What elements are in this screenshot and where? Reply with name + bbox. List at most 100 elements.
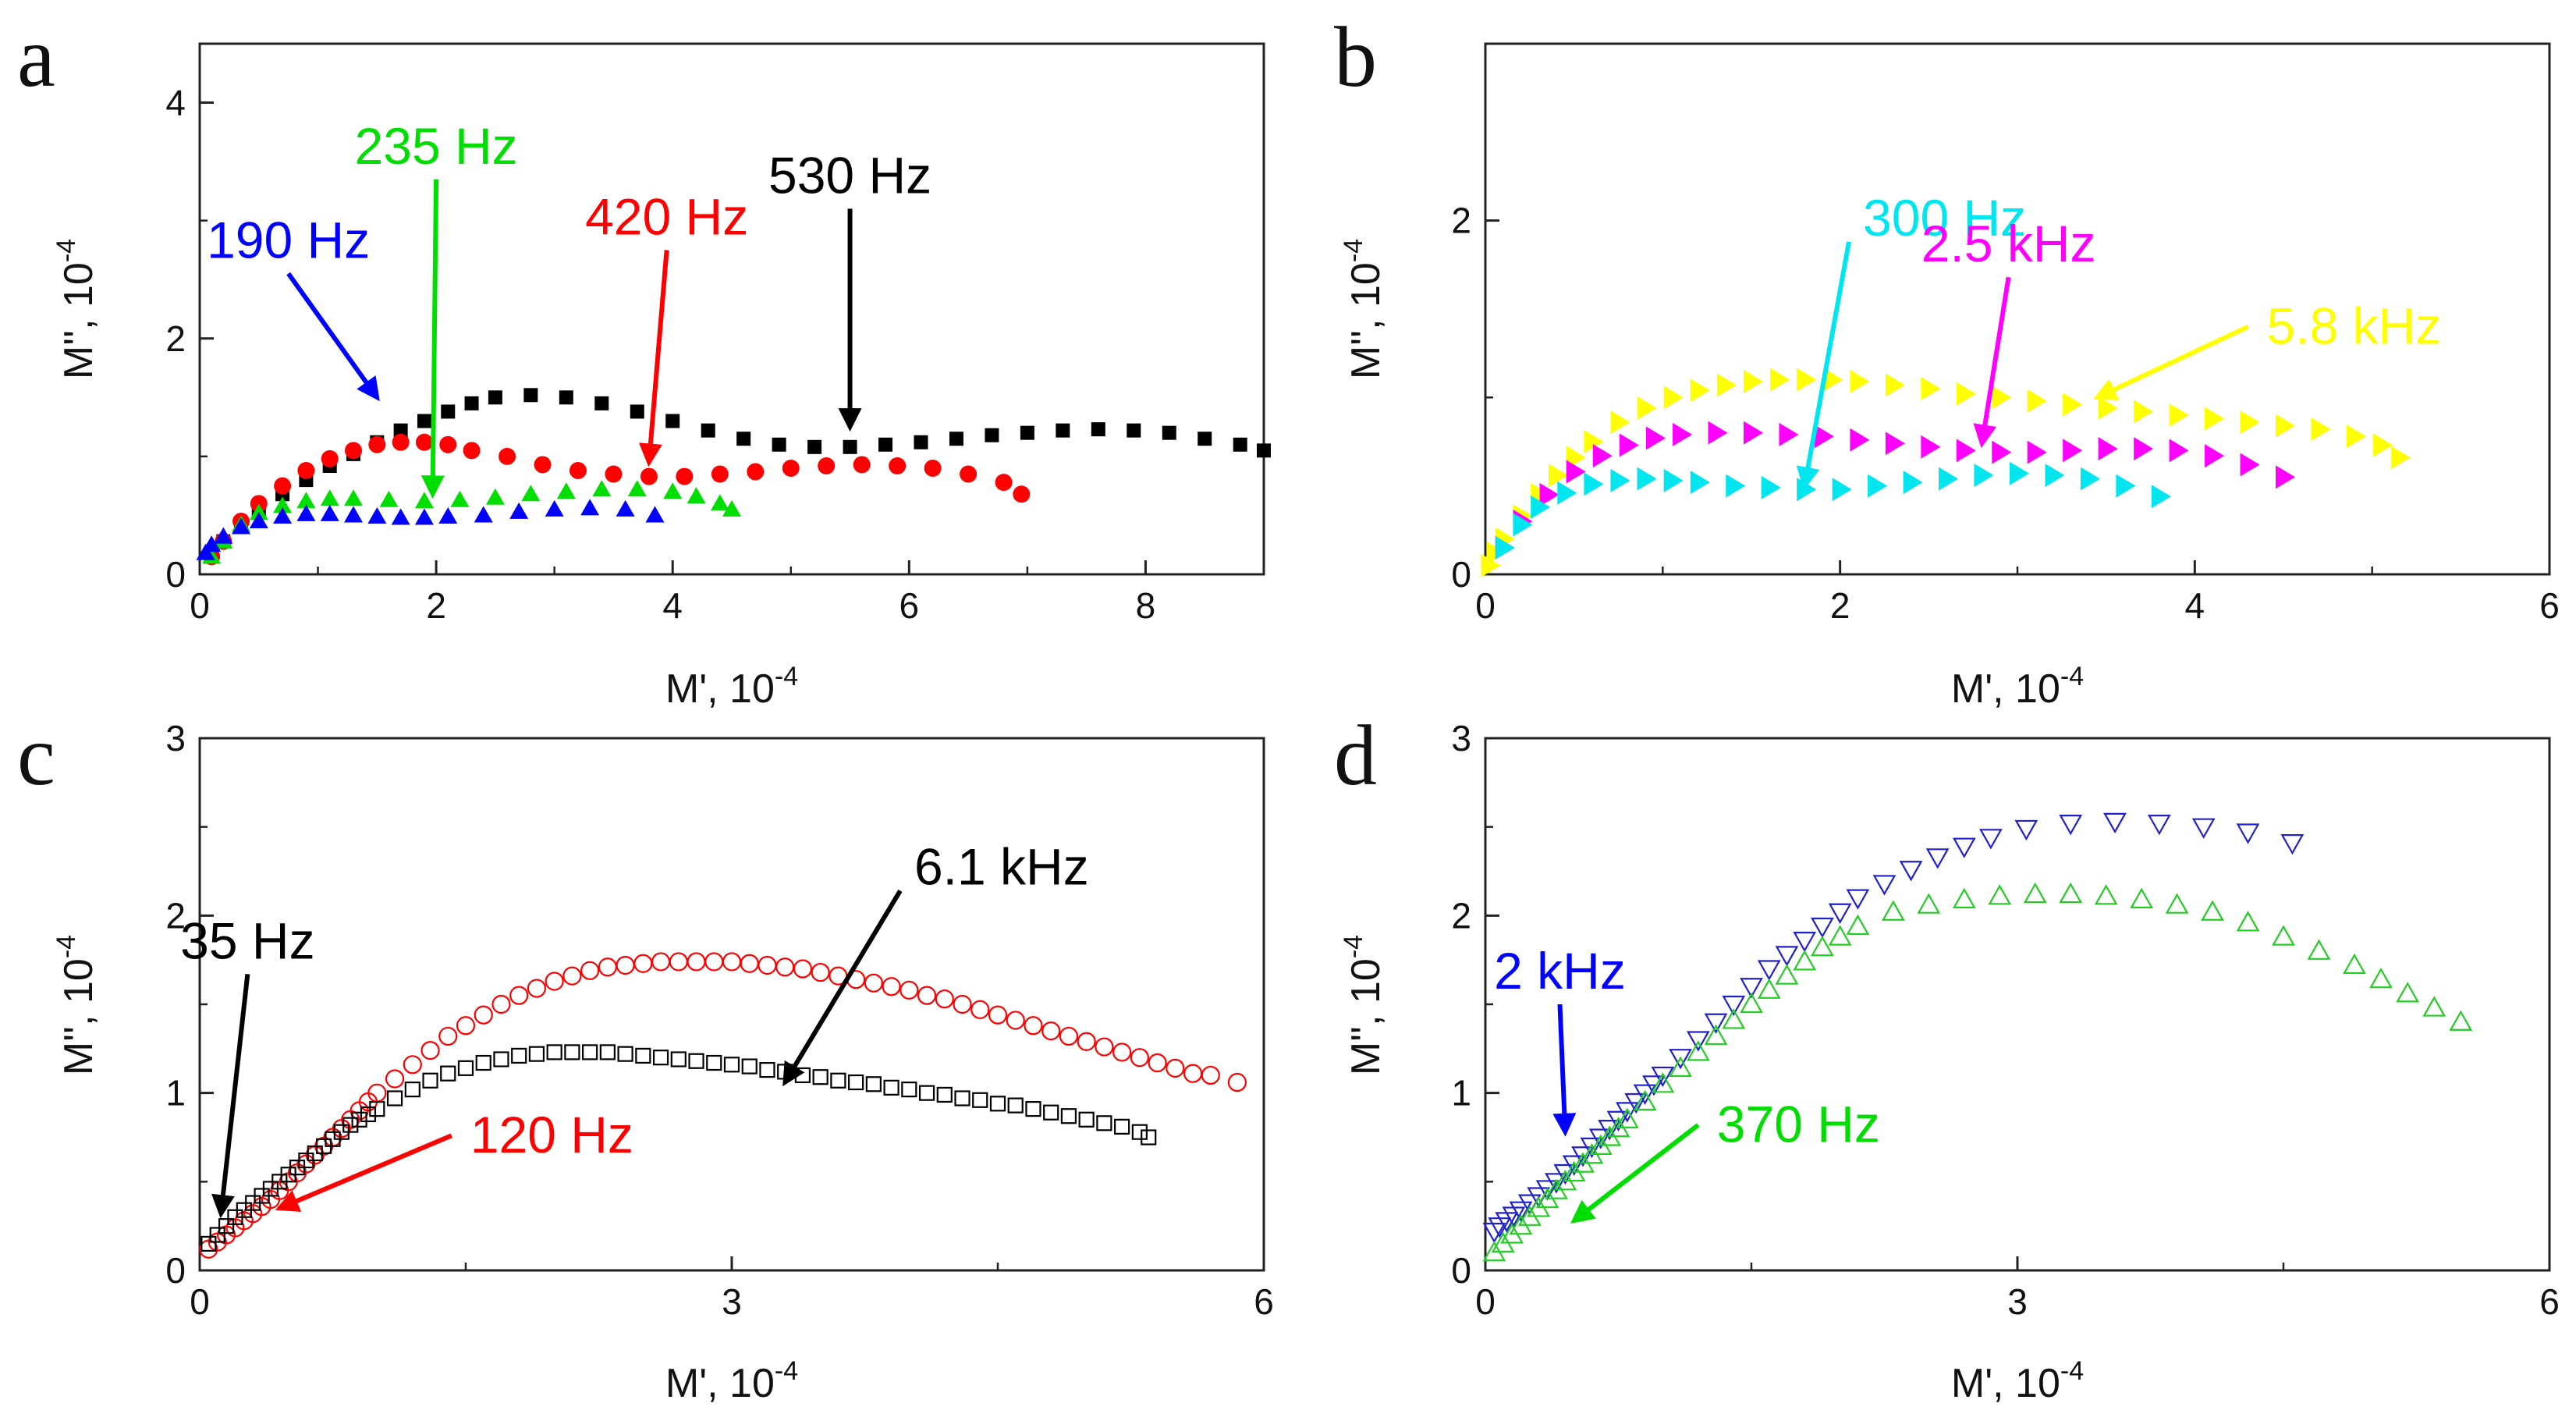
panel-letter-c: c	[17, 708, 55, 803]
data-point	[793, 959, 813, 979]
annotation-label: 120 Hz	[470, 1106, 633, 1163]
data-point	[1770, 368, 1790, 392]
data-point	[474, 1005, 493, 1025]
data-point	[1020, 425, 1034, 440]
data-point	[1716, 373, 1737, 397]
x-tick-label: 3	[2007, 1281, 2028, 1322]
data-point	[1740, 992, 1763, 1014]
data-point	[723, 1057, 740, 1073]
data-point	[1201, 1065, 1220, 1085]
annotation-label: 6.1 kHz	[914, 838, 1089, 896]
data-point	[521, 485, 541, 502]
data-point	[1624, 1092, 1648, 1114]
data-point	[772, 437, 786, 452]
data-point	[1535, 1180, 1559, 1201]
data-point	[367, 506, 387, 524]
data-point	[1025, 1101, 1041, 1117]
data-point	[722, 499, 741, 517]
data-point	[523, 388, 538, 403]
data-point	[360, 1106, 377, 1123]
data-point	[296, 492, 316, 509]
data-point	[687, 487, 706, 504]
data-point	[342, 1117, 359, 1133]
data-point	[1095, 1037, 1114, 1057]
data-point	[1013, 485, 1031, 503]
data-point	[474, 506, 493, 523]
data-point	[1606, 1110, 1630, 1132]
data-point	[2272, 925, 2295, 946]
data-point	[1921, 435, 1941, 459]
data-point	[2201, 900, 2224, 921]
data-point	[511, 1047, 527, 1064]
data-point	[782, 460, 800, 477]
data-point	[970, 1000, 990, 1019]
data-point	[2191, 818, 2216, 839]
data-point	[528, 1046, 545, 1062]
data-point	[2063, 439, 2083, 463]
data-point	[491, 994, 511, 1014]
data-point	[1257, 443, 1271, 458]
data-point	[556, 482, 576, 499]
data-point	[2240, 453, 2260, 477]
data-point	[1131, 1124, 1148, 1140]
data-point	[1592, 444, 1613, 468]
data-point	[2103, 812, 2127, 834]
data-point	[989, 1096, 1006, 1112]
data-point	[722, 952, 742, 972]
series-cyan	[1495, 461, 2171, 560]
data-point	[351, 1111, 367, 1128]
y-tick-label: 0	[165, 1250, 186, 1291]
x-tick-label: 0	[1475, 585, 1496, 626]
panel-letter-b: b	[1334, 9, 1377, 105]
data-point	[2045, 464, 2065, 488]
data-point	[250, 495, 268, 513]
data-point	[775, 957, 795, 977]
data-point	[901, 1082, 917, 1098]
data-point	[1513, 513, 1533, 537]
data-point	[386, 1090, 403, 1107]
data-point	[1704, 1013, 1728, 1034]
annotation-label: 35 Hz	[180, 911, 314, 969]
data-point	[1610, 410, 1630, 435]
data-point	[2059, 882, 2083, 904]
data-point	[2098, 437, 2118, 461]
data-point	[2240, 410, 2260, 435]
data-point	[2130, 887, 2154, 908]
data-point	[2369, 967, 2393, 989]
x-tick-label: 8	[1136, 585, 1156, 626]
annotation-label: 190 Hz	[207, 211, 370, 269]
data-point	[1580, 1137, 1604, 1159]
data-point	[2169, 439, 2189, 463]
data-point	[2010, 461, 2029, 485]
marks-d	[1482, 812, 2473, 1262]
data-point	[1669, 1056, 1692, 1077]
data-point	[1921, 377, 1941, 400]
y-tick-label: 3	[1451, 718, 1471, 758]
data-point	[414, 508, 434, 525]
data-point	[214, 527, 233, 544]
data-point	[1956, 439, 1976, 463]
data-point	[1041, 1021, 1061, 1041]
data-point	[379, 490, 399, 507]
data-point	[1811, 917, 1834, 939]
data-point	[864, 973, 883, 993]
data-point	[882, 977, 901, 996]
data-point	[2147, 815, 2171, 836]
data-point	[1553, 1163, 1577, 1185]
data-point	[1686, 1040, 1710, 1061]
data-point	[812, 1069, 829, 1085]
series-blue	[1482, 812, 2305, 1244]
data-point	[2422, 996, 2446, 1017]
data-point	[1663, 468, 1684, 492]
data-point	[889, 456, 907, 474]
data-point	[1166, 1058, 1185, 1078]
data-point	[599, 1044, 616, 1060]
data-point	[936, 1086, 953, 1103]
x-tick-label: 6	[1254, 1281, 1274, 1322]
annotations-c: 35 Hz 6.1 kHz 120 Hz	[180, 838, 1089, 1219]
data-point	[1096, 1115, 1112, 1131]
data-point	[1642, 1075, 1666, 1096]
data-point	[1645, 426, 1666, 450]
data-point	[1598, 1120, 1622, 1141]
data-point	[273, 506, 293, 524]
